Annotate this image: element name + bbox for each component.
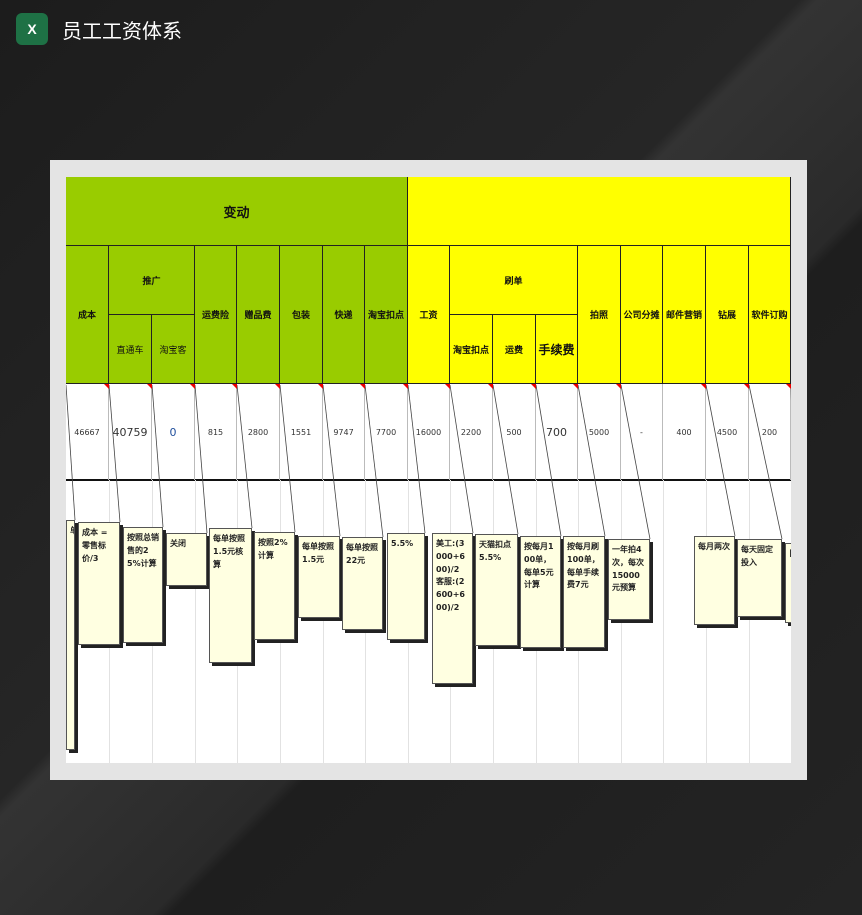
title-bar: X 员工工资体系 (0, 0, 862, 58)
comment-marker (744, 384, 749, 389)
cell-comment: 关闭 (166, 533, 207, 586)
header-pack: 包装 (280, 246, 323, 384)
leader-line (620, 384, 651, 540)
value-cell[interactable]: 4500 (706, 384, 749, 480)
header-express: 快递 (323, 246, 365, 384)
cell-comment: 每月两次 (694, 536, 735, 625)
comment-leaders (66, 384, 791, 540)
excel-icon: X (16, 13, 48, 45)
value-cell[interactable]: 9747 (323, 384, 365, 480)
value-cell[interactable]: 16000 (408, 384, 450, 480)
header-brush: 刷单 (450, 246, 578, 315)
cell-comment: 按照总销售的25%计算 (123, 527, 163, 643)
comment-marker (190, 384, 195, 389)
cell-comment: 按每月刷100单，每单手续费7元 (563, 536, 605, 648)
header-drill: 钻展 (706, 246, 749, 384)
comment-marker (318, 384, 323, 389)
comment-marker (786, 384, 791, 389)
header-brush-ship: 运费 (493, 315, 536, 384)
cell-comment: 按照2% 计算 (254, 532, 295, 640)
header-email: 邮件营销 (663, 246, 706, 384)
comment-marker (488, 384, 493, 389)
divider (66, 479, 791, 481)
cell-comment: 成本 = 零售标价/3 (78, 522, 120, 645)
value-cell[interactable]: 46667 (66, 384, 109, 480)
cell-comment: 美工:(3000+600)/2 客服:(2600+600)/2 (432, 533, 473, 684)
header-share: 公司分摊 (621, 246, 663, 384)
header-promo-tbk: 淘宝客 (152, 315, 195, 384)
cell-comment: 目 (785, 543, 791, 623)
leader-line (108, 384, 121, 523)
header-taobao-cut: 淘宝扣点 (365, 246, 408, 384)
leader-line (407, 384, 426, 534)
header-promo-ztc: 直通车 (109, 315, 152, 384)
comment-marker (701, 384, 706, 389)
value-cell[interactable]: 500 (493, 384, 536, 480)
comment-marker (531, 384, 536, 389)
cell-comment: 每单按照22元 (342, 537, 383, 630)
comment-marker (445, 384, 450, 389)
leader-line (705, 384, 736, 537)
cell-comment: 按每月100单，每单5元计算 (520, 536, 561, 648)
value-cell[interactable]: 200 (749, 384, 791, 480)
leader-line (748, 384, 783, 540)
value-cell[interactable]: 2200 (450, 384, 493, 480)
gridline (663, 480, 664, 763)
header-gift: 赠品费 (237, 246, 280, 384)
value-cell[interactable]: 1551 (280, 384, 323, 480)
app-title: 员工工资体系 (62, 18, 182, 43)
leader-line (322, 384, 341, 537)
header-brush-cut: 淘宝扣点 (450, 315, 493, 384)
cell-comment: 每单按照1.5元核算 (209, 528, 252, 663)
cell-comment: 每天固定投入 (737, 539, 782, 617)
value-cell[interactable]: 815 (195, 384, 237, 480)
sheet-grid: 变动 成本 推广 直通车 淘宝客 运费险 赠品费 包装 快递 淘宝扣点 工资 刷… (66, 177, 791, 763)
comment-marker (573, 384, 578, 389)
header-brush-fee: 手续费 (536, 315, 578, 384)
spreadsheet-preview: 变动 成本 推广 直通车 淘宝客 运费险 赠品费 包装 快递 淘宝扣点 工资 刷… (50, 160, 807, 780)
leader-line (449, 384, 474, 534)
header-software: 软件订购 (749, 246, 791, 384)
value-cell[interactable]: 400 (663, 384, 706, 480)
value-cell[interactable]: 700 (536, 384, 578, 480)
cell-comment: 一年拍4次，每次15000元预算 (608, 539, 650, 620)
cell-comment: 每单按照1.5元 (298, 536, 340, 618)
header-salary: 工资 (408, 246, 450, 384)
value-cell[interactable]: 7700 (365, 384, 408, 480)
value-cell[interactable]: 5000 (578, 384, 621, 480)
leader-line (535, 384, 562, 537)
comment-marker (232, 384, 237, 389)
comment-marker (360, 384, 365, 389)
gridline (195, 480, 196, 763)
header-promo: 推广 (109, 246, 195, 315)
comment-marker (403, 384, 408, 389)
value-cell[interactable]: 0 (152, 384, 195, 480)
leader-line (236, 384, 253, 529)
header-photo: 拍照 (578, 246, 621, 384)
cell-comment: 单 (66, 520, 75, 750)
leader-line (577, 384, 606, 537)
leader-line (194, 384, 208, 534)
leader-line (279, 384, 296, 533)
group-variable: 变动 (66, 177, 408, 246)
gridline (749, 480, 750, 763)
comment-marker (275, 384, 280, 389)
header-shipping-ins: 运费险 (195, 246, 237, 384)
value-cell[interactable]: - (621, 384, 663, 480)
comment-marker (616, 384, 621, 389)
gridline (621, 480, 622, 763)
value-cell[interactable]: 2800 (237, 384, 280, 480)
leader-line (364, 384, 384, 538)
leader-line (151, 384, 164, 528)
header-cost: 成本 (66, 246, 109, 384)
leader-line (66, 384, 76, 521)
comment-marker (147, 384, 152, 389)
comment-marker (104, 384, 109, 389)
gridline (323, 480, 324, 763)
group-fixed (408, 177, 791, 246)
cell-comment: 5.5% (387, 533, 425, 640)
leader-line (492, 384, 519, 535)
cell-comment: 天猫扣点5.5% (475, 534, 518, 646)
value-cell[interactable]: 40759 (109, 384, 152, 480)
